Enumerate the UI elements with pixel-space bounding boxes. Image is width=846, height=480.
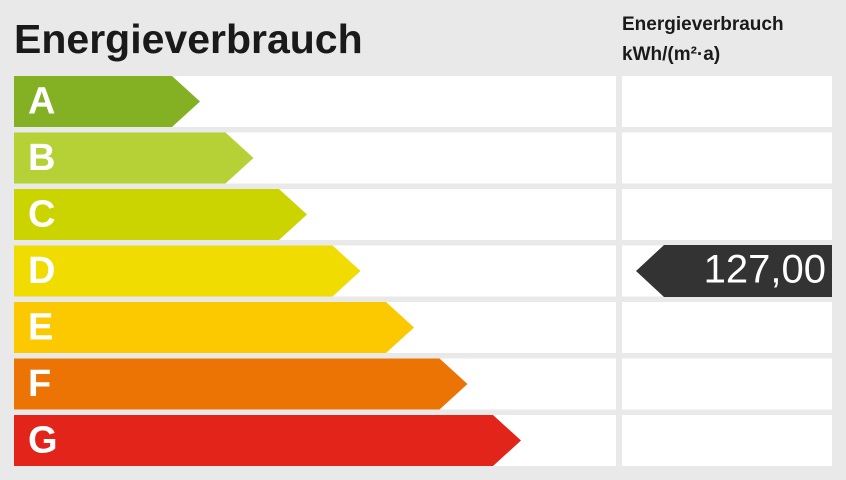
class-label: D	[28, 250, 55, 292]
value-cell	[622, 76, 832, 127]
class-arrow	[14, 189, 307, 240]
value-cell	[622, 415, 832, 466]
class-arrow	[14, 76, 200, 127]
class-arrow	[14, 132, 254, 184]
indicator-value: 127,00	[704, 248, 826, 292]
class-label: A	[28, 81, 55, 123]
column-unit: kWh/(m²·a)	[622, 44, 720, 65]
value-cell	[622, 302, 832, 353]
title: Energieverbrauch	[14, 16, 363, 62]
class-arrow	[14, 415, 521, 466]
indicator: 127,00	[636, 245, 832, 297]
indicator-arrow	[636, 245, 832, 297]
class-arrow	[14, 302, 414, 353]
class-label: G	[28, 420, 58, 462]
class-arrow	[14, 245, 361, 297]
value-cell	[622, 132, 832, 184]
class-label: E	[28, 307, 53, 349]
class-label: F	[28, 363, 51, 405]
class-label: C	[28, 194, 55, 236]
column-title: Energieverbrauch	[622, 14, 784, 35]
value-cell	[622, 189, 832, 240]
class-label: B	[28, 137, 55, 179]
class-arrow	[14, 358, 468, 410]
value-cell	[622, 358, 832, 410]
